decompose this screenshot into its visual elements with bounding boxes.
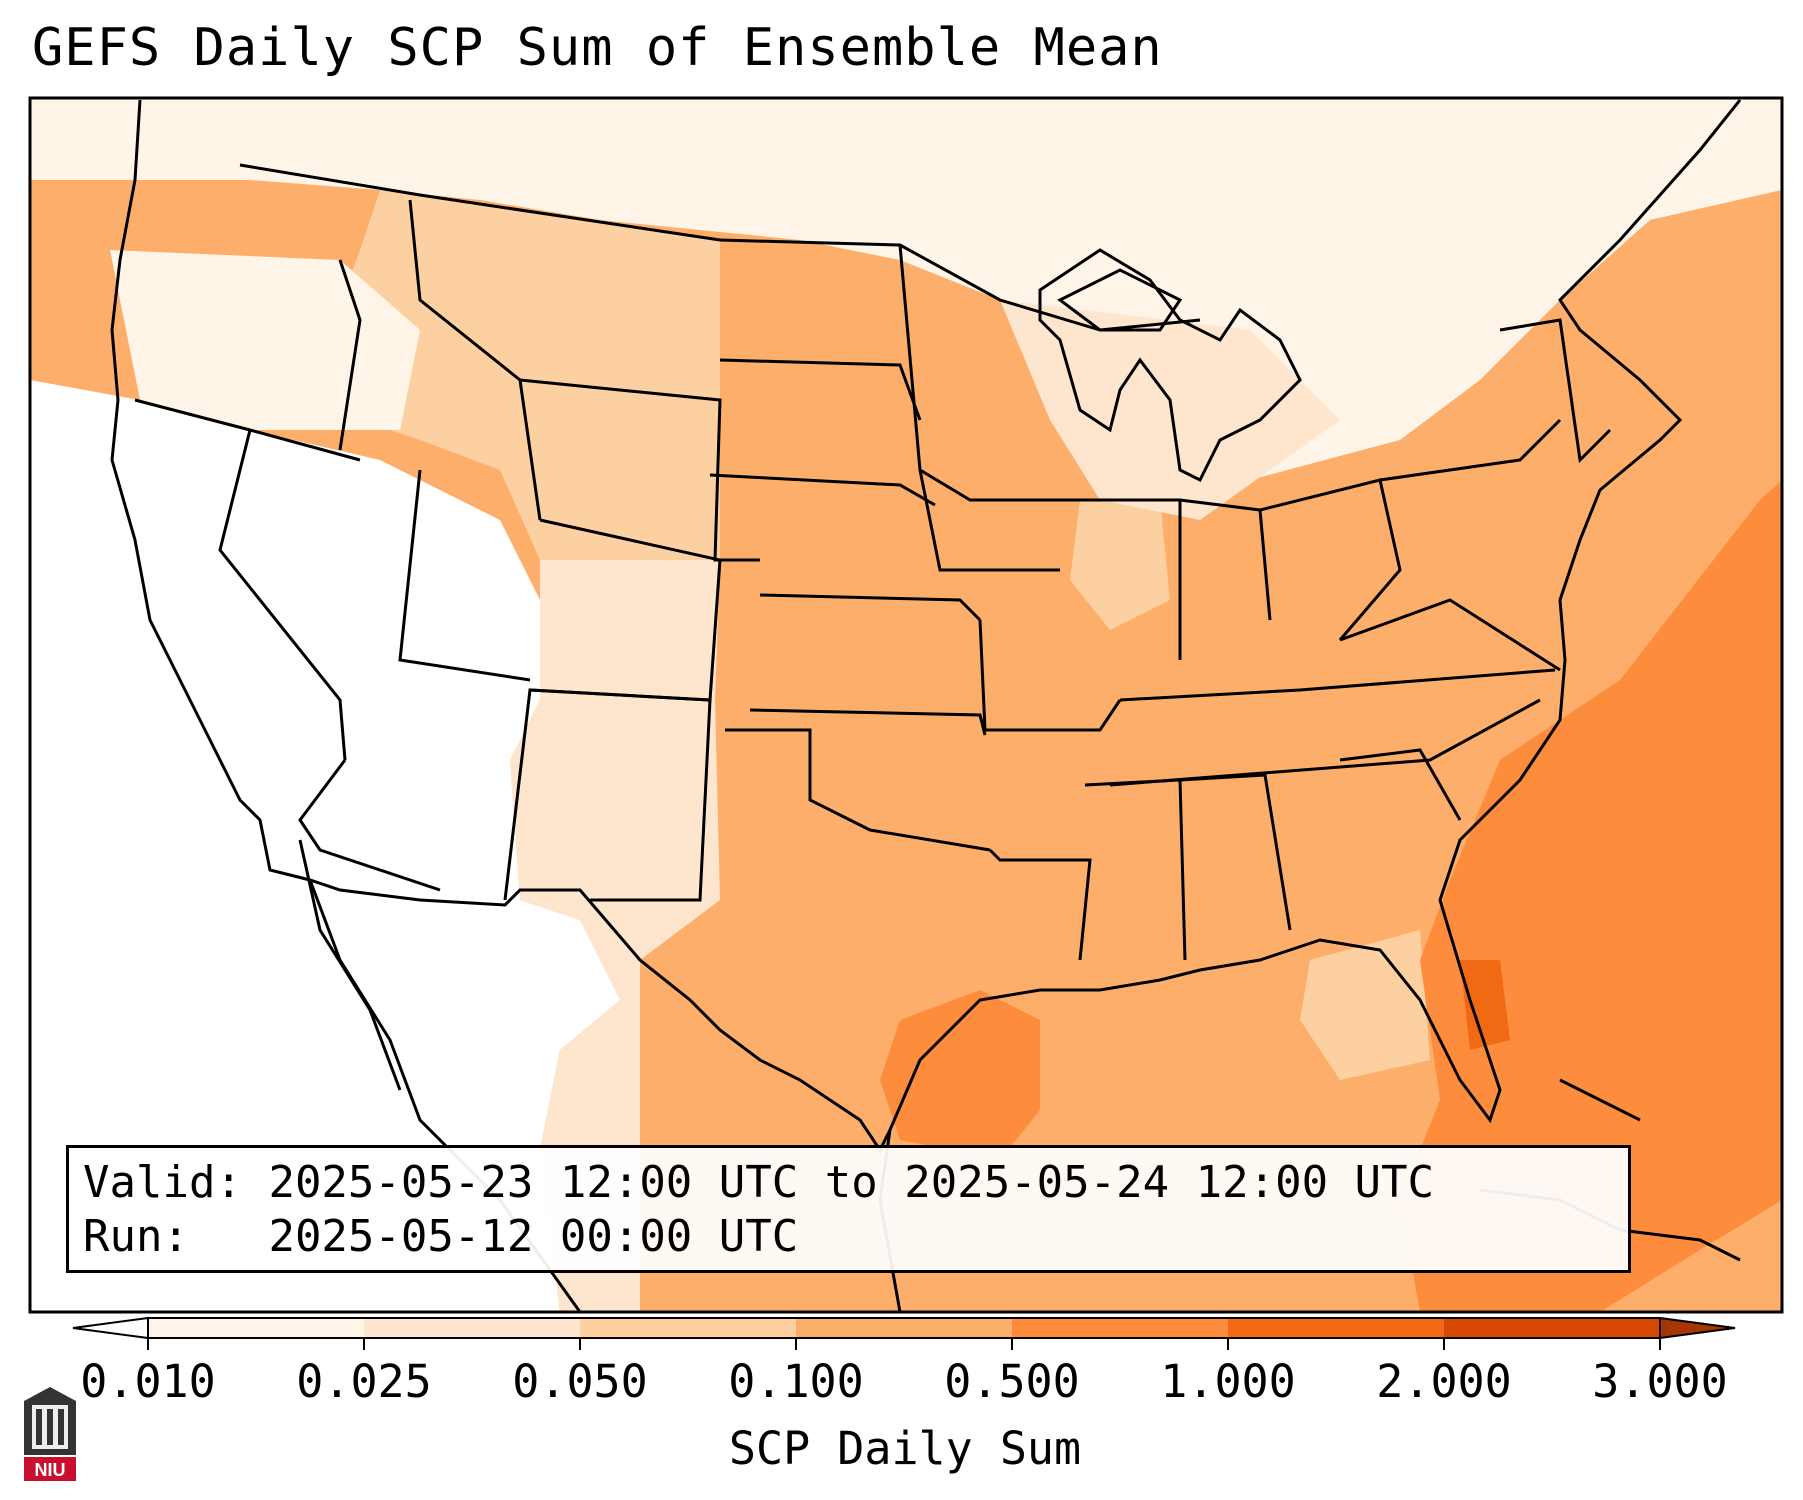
colorbar-tick: 0.025 xyxy=(296,1355,432,1408)
colorbar-segment xyxy=(580,1318,796,1338)
state-borders xyxy=(110,99,1742,1312)
region-transition-band xyxy=(510,560,720,1312)
region-northern-rockies xyxy=(330,190,720,560)
border-mt-wy-co xyxy=(519,378,760,562)
border-ar-la xyxy=(988,848,1092,961)
colorbar-segment xyxy=(1228,1318,1444,1338)
border-or-id xyxy=(338,259,362,451)
bahamas xyxy=(1559,1078,1641,1122)
region-offshore-max xyxy=(1460,960,1510,1050)
valid-label: Valid: xyxy=(83,1157,242,1208)
border-ca-az xyxy=(298,759,441,892)
region-illinois-light xyxy=(1070,500,1170,630)
colorbar xyxy=(72,1316,1736,1350)
valid-value: 2025-05-23 12:00 UTC to 2025-05-24 12:00… xyxy=(268,1157,1435,1208)
border-ut-co xyxy=(398,469,531,682)
border-sc-ga xyxy=(1339,748,1462,821)
border-nv xyxy=(218,429,347,761)
border-ok-tx xyxy=(725,728,991,852)
border-sd-ne xyxy=(709,473,936,507)
colorbar-under-arrow xyxy=(72,1316,149,1340)
colorbar-segment xyxy=(1012,1318,1228,1338)
border-ia-mo xyxy=(918,469,1060,572)
colorbar-tick: 0.100 xyxy=(728,1355,864,1408)
chart-title: GEFS Daily SCP Sum of Ensemble Mean xyxy=(32,18,1163,78)
border-ne-ks xyxy=(759,593,982,622)
region-gulf-strong xyxy=(880,990,1040,1160)
colorbar-tick: 3.000 xyxy=(1592,1355,1728,1408)
border-ks-ok xyxy=(749,708,987,736)
border-tn-al xyxy=(1109,698,1541,787)
us-outline xyxy=(110,99,1742,1153)
colorbar-segment xyxy=(148,1318,364,1338)
region-canada-light xyxy=(30,98,1782,480)
great-lakes-shore xyxy=(1038,248,1302,483)
colorbar-tick: 0.010 xyxy=(80,1355,216,1408)
run-value: 2025-05-12 00:00 UTC xyxy=(268,1211,799,1262)
colorbar-segment xyxy=(796,1318,1012,1338)
colorbar-outline xyxy=(147,1317,1661,1339)
niu-logo-badge xyxy=(24,1457,76,1481)
colorbar-tick: 2.000 xyxy=(1376,1355,1512,1408)
colorbar-over-arrow xyxy=(1659,1316,1736,1340)
colorbar-label: SCP Daily Sum xyxy=(728,1422,1082,1475)
border-pa-ny xyxy=(1379,418,1562,482)
map-frame xyxy=(28,96,1784,1314)
border-va-nc xyxy=(1339,598,1561,672)
niu-logo: NIU xyxy=(24,1387,76,1481)
border-oh-pa xyxy=(1259,478,1402,641)
border-mo-ar xyxy=(978,619,1122,732)
niu-logo-text: NIU xyxy=(35,1460,66,1480)
region-west-dry xyxy=(30,380,620,1312)
border-nm-tx xyxy=(529,688,712,902)
info-box: Valid: 2025-05-23 12:00 UTC to 2025-05-2… xyxy=(66,1145,1631,1273)
region-pacific-nw xyxy=(110,250,420,430)
colorbar-tick: 1.000 xyxy=(1160,1355,1296,1408)
baja xyxy=(298,839,402,1091)
border-new-england xyxy=(1499,318,1612,464)
colorbar-segment xyxy=(1444,1318,1660,1338)
border-id-mt xyxy=(408,199,542,521)
colorbar-segment xyxy=(364,1318,580,1338)
lake-superior xyxy=(1057,268,1183,332)
border-mn-wi xyxy=(898,244,1070,502)
colorbar-tick: 0.050 xyxy=(512,1355,648,1408)
colorbar-tick: 0.500 xyxy=(944,1355,1080,1408)
run-label: Run: xyxy=(83,1211,189,1262)
border-tn-ky xyxy=(1119,668,1556,702)
region-florida-light xyxy=(1300,930,1430,1080)
